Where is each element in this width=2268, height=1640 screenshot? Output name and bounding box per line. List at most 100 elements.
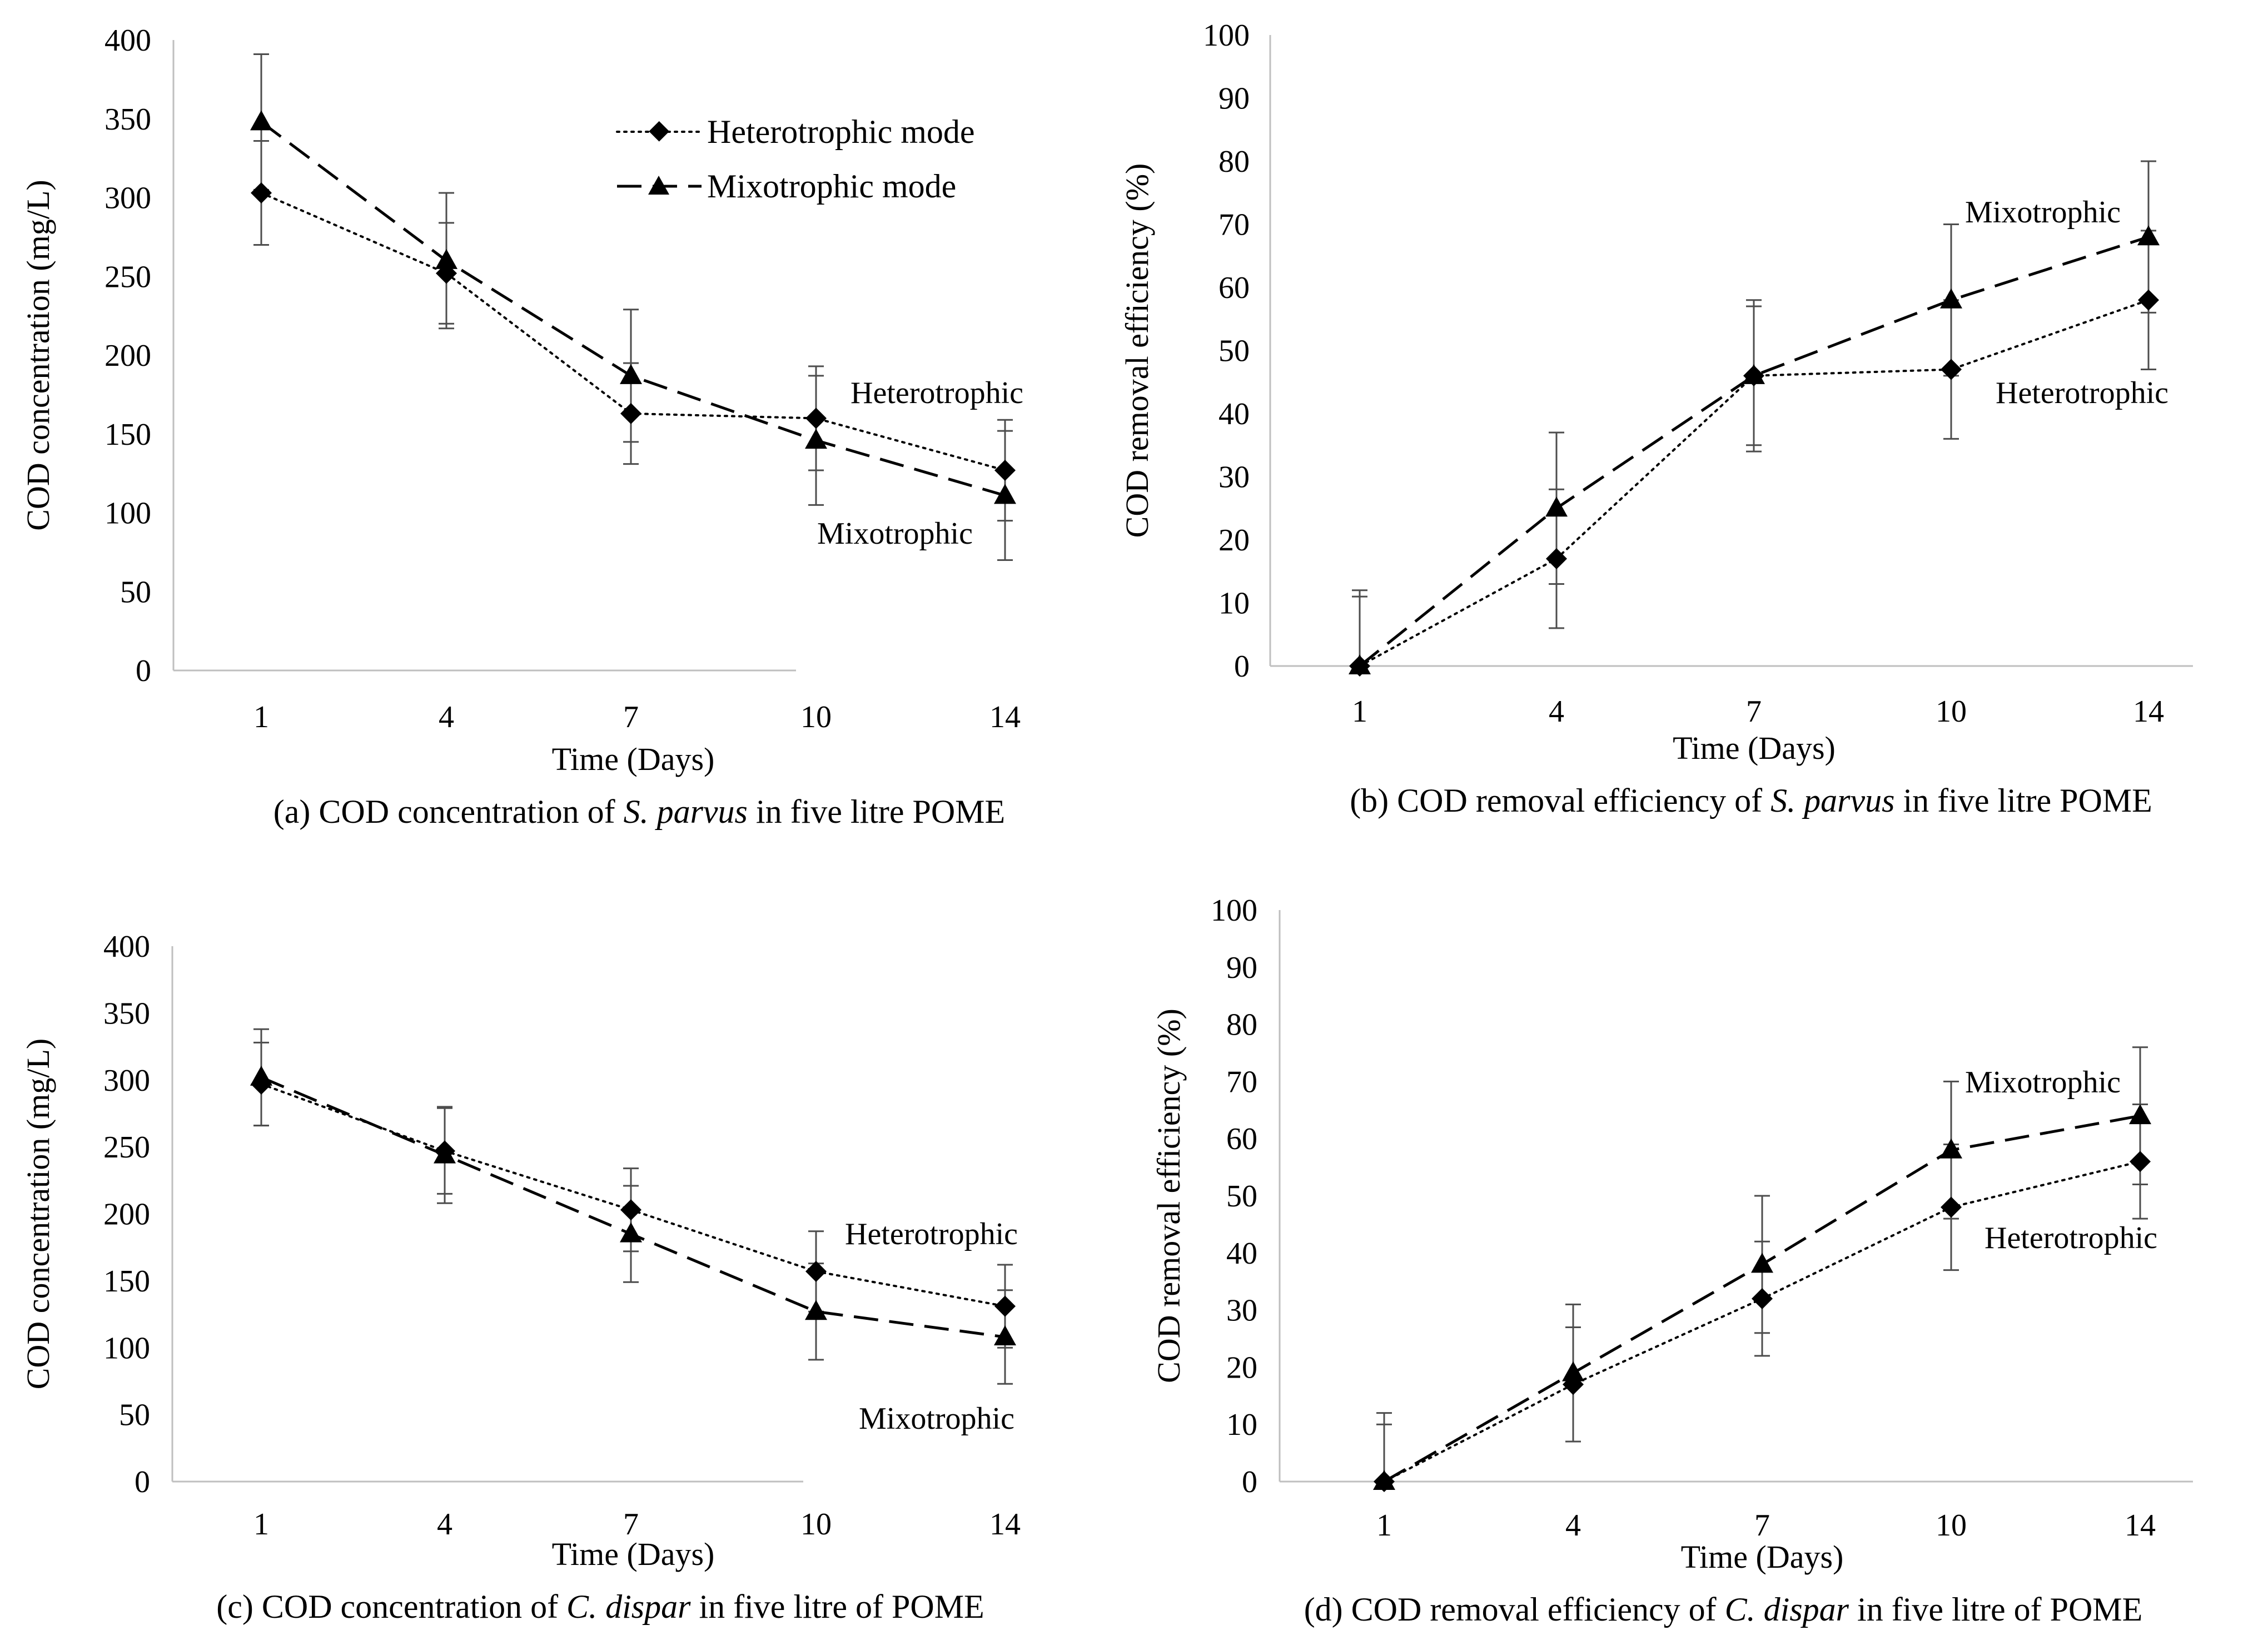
- marker-mixotrophic: [250, 110, 272, 131]
- x-tick-label: 14: [989, 1507, 1021, 1542]
- y-tick-label: 90: [1218, 82, 1250, 116]
- panel-b-x-ticks: 1 4 7 10 14: [1352, 694, 2164, 729]
- marker-heterotrophic: [1941, 1196, 1962, 1218]
- marker-mixotrophic: [2137, 225, 2160, 246]
- marker-mixotrophic: [805, 1300, 827, 1320]
- x-tick-label: 1: [1352, 694, 1367, 729]
- legend: Heterotrophic mode Mixotrophic mode: [616, 113, 975, 205]
- panel-d-caption: (d) COD removal efficiency of C. dispar …: [1304, 1591, 2143, 1628]
- legend-heterotrophic-marker: [649, 121, 670, 142]
- y-tick-label: 100: [103, 1331, 150, 1365]
- x-tick-label: 7: [623, 700, 639, 734]
- marker-heterotrophic: [620, 1199, 641, 1221]
- marker-heterotrophic: [2138, 289, 2159, 311]
- panel-b-y-label: COD removal efficiency (%): [1119, 163, 1155, 538]
- legend-mixotrophic-marker: [648, 176, 669, 195]
- y-tick-label: 150: [103, 1264, 150, 1299]
- panel-b-y-ticks: 0 10 20 30 40 50 60 70 80 90 100: [1203, 18, 1250, 684]
- y-tick-label: 20: [1218, 523, 1250, 558]
- marker-heterotrophic: [1752, 1288, 1773, 1310]
- panel-d-caption-suffix: in five litre of POME: [1849, 1591, 2142, 1628]
- y-tick-label: 0: [136, 654, 151, 688]
- panel-d-caption-species: C. dispar: [1725, 1591, 1849, 1628]
- y-tick-label: 70: [1226, 1065, 1257, 1099]
- marker-mixotrophic: [1940, 1138, 1962, 1159]
- marker-heterotrophic: [1546, 548, 1567, 570]
- marker-heterotrophic: [805, 407, 827, 429]
- panel-d-y-ticks: 0 10 20 30 40 50 60 70 80 90 100: [1211, 893, 1257, 1499]
- y-tick-label: 0: [135, 1465, 150, 1499]
- marker-heterotrophic: [805, 1261, 827, 1283]
- panel-b-caption-species: S. parvus: [1770, 782, 1894, 819]
- marker-mixotrophic: [994, 484, 1016, 504]
- marker-mixotrophic: [620, 1222, 642, 1243]
- y-tick-label: 40: [1226, 1236, 1257, 1271]
- y-tick-label: 60: [1226, 1122, 1257, 1156]
- panel-a-heterotrophic-line: [260, 191, 1006, 471]
- panel-c-y-label: COD concentration (mg/L): [20, 1038, 56, 1389]
- y-tick-label: 20: [1226, 1350, 1257, 1385]
- y-tick-label: 70: [1218, 208, 1250, 242]
- marker-mixotrophic: [250, 1065, 272, 1086]
- y-tick-label: 0: [1234, 649, 1250, 684]
- panel-c-y-ticks: 0 50 100 150 200 250 300 350 400: [103, 930, 150, 1499]
- legend-heterotrophic-label: Heterotrophic mode: [707, 113, 975, 150]
- y-tick-label: 400: [103, 930, 150, 964]
- x-tick-label: 4: [1549, 694, 1564, 729]
- panel-a-annotation-mixotrophic: Mixotrophic: [817, 516, 973, 551]
- panel-a-x-ticks: 1 4 7 10 14: [253, 700, 1021, 734]
- panel-b-x-label: Time (Days): [1673, 730, 1836, 766]
- y-tick-label: 50: [120, 575, 151, 609]
- x-tick-label: 7: [623, 1507, 639, 1542]
- panel-c-caption-suffix: in five litre of POME: [690, 1588, 984, 1625]
- panel-b-annotation-mixotrophic: Mixotrophic: [1965, 195, 2121, 230]
- panel-c-annotation-mixotrophic: Mixotrophic: [859, 1402, 1014, 1436]
- marker-mixotrophic: [1743, 364, 1765, 384]
- marker-mixotrophic: [435, 249, 457, 269]
- marker-mixotrophic: [1349, 654, 1371, 674]
- marker-mixotrophic: [1545, 496, 1568, 517]
- y-tick-label: 300: [105, 181, 151, 216]
- y-tick-label: 100: [105, 496, 151, 531]
- marker-mixotrophic: [1373, 1470, 1395, 1490]
- y-tick-label: 10: [1226, 1408, 1257, 1442]
- y-tick-label: 60: [1218, 271, 1250, 305]
- panel-c-x-ticks: 1 4 7 10 14: [253, 1507, 1021, 1542]
- y-tick-label: 100: [1211, 893, 1257, 928]
- x-tick-label: 14: [2133, 694, 2164, 729]
- panel-d-caption-prefix: (d) COD removal efficiency of: [1304, 1591, 1725, 1628]
- panel-d-x-label: Time (Days): [1681, 1539, 1844, 1575]
- y-tick-label: 250: [103, 1130, 150, 1165]
- y-tick-label: 10: [1218, 587, 1250, 621]
- marker-mixotrophic: [1562, 1361, 1584, 1381]
- y-tick-label: 50: [1226, 1179, 1257, 1214]
- legend-mixotrophic-label: Mixotrophic mode: [707, 168, 956, 205]
- panel-d-markers: [1373, 1104, 2151, 1492]
- panel-b-caption-prefix: (b) COD removal efficiency of: [1350, 782, 1770, 819]
- panel-a-markers: [250, 110, 1016, 504]
- marker-heterotrophic: [620, 402, 641, 424]
- marker-heterotrophic: [994, 1295, 1016, 1317]
- y-tick-label: 50: [1218, 334, 1250, 369]
- marker-heterotrophic: [1941, 359, 1962, 380]
- x-tick-label: 10: [800, 700, 832, 734]
- panel-a-annotation-heterotrophic: Heterotrophic: [850, 376, 1023, 410]
- x-tick-label: 1: [253, 1507, 269, 1542]
- marker-heterotrophic: [994, 459, 1016, 481]
- x-tick-label: 1: [1376, 1508, 1392, 1543]
- panel-a-caption-prefix: (a) COD concentration of: [273, 793, 624, 830]
- panel-d-y-label: COD removal efficiency (%): [1151, 1008, 1187, 1383]
- marker-heterotrophic: [2130, 1151, 2151, 1172]
- x-tick-label: 10: [800, 1507, 832, 1542]
- panel-c-caption-species: C. dispar: [566, 1588, 691, 1625]
- marker-mixotrophic: [994, 1325, 1016, 1345]
- marker-mixotrophic: [1940, 288, 1962, 309]
- panel-d-x-ticks: 1 4 7 10 14: [1376, 1508, 2156, 1543]
- panel-d-annotation-mixotrophic: Mixotrophic: [1965, 1065, 2121, 1100]
- y-tick-label: 100: [1203, 18, 1250, 53]
- y-tick-label: 40: [1218, 397, 1250, 431]
